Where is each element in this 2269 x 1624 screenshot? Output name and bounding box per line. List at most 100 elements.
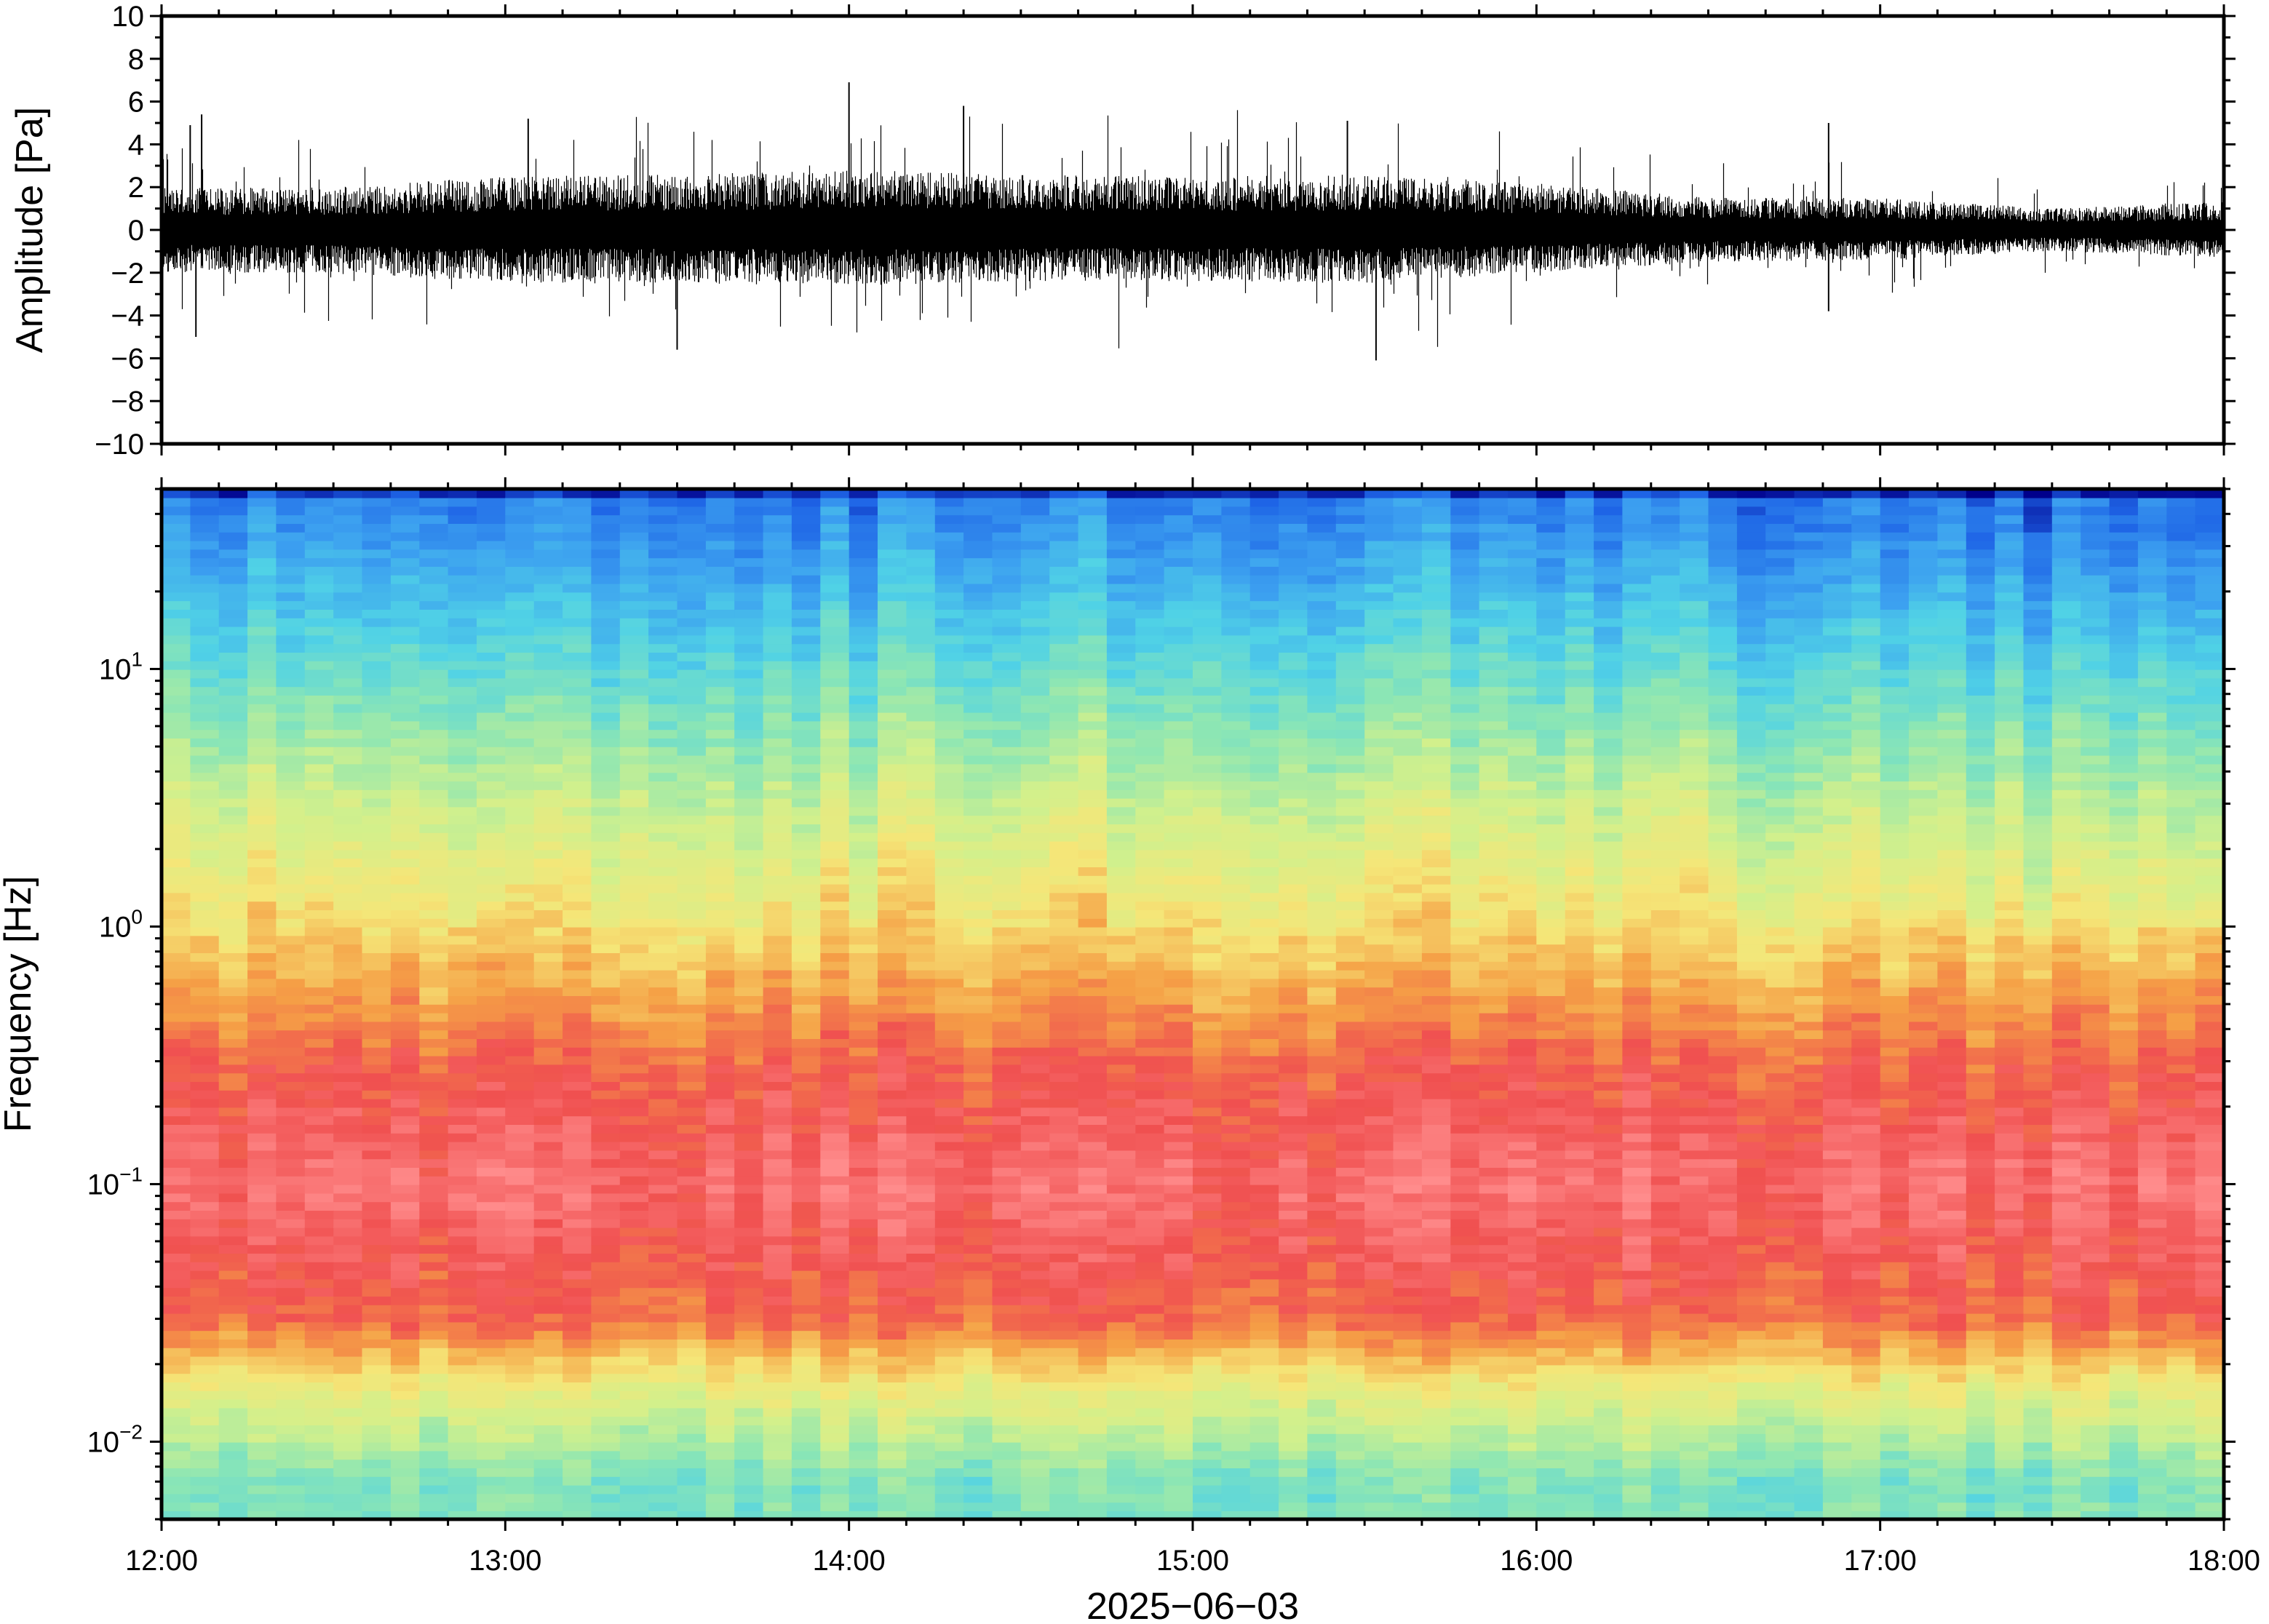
spectrogram-cell (390, 1468, 421, 1477)
spectrogram-cell (591, 1416, 621, 1425)
spectrogram-cell (563, 1030, 592, 1039)
spectrogram-cell (906, 1356, 936, 1366)
spectrogram-cell (648, 1484, 678, 1494)
spectrogram-cell (276, 1278, 306, 1289)
spectrogram-cell (591, 506, 621, 516)
spectrogram-cell (190, 1012, 220, 1022)
spectrogram-cell (1049, 514, 1079, 524)
spectrogram-cell (1221, 729, 1251, 739)
spectrogram-cell (906, 1201, 936, 1211)
spectrogram-cell (190, 549, 220, 559)
spectrogram-cell (333, 824, 363, 833)
spectrogram-cell (304, 1398, 334, 1409)
spectrogram-cell (276, 763, 306, 773)
spectrogram-cell (190, 1081, 220, 1091)
spectrogram-cell (820, 1459, 850, 1468)
spectrogram-cell (705, 935, 736, 945)
spectrogram-cell (533, 1253, 563, 1262)
spectrogram-cell (333, 806, 363, 816)
spectrogram-cell (878, 1339, 907, 1348)
spectrogram-cell (1221, 1459, 1251, 1468)
spectrogram-cell (1020, 600, 1050, 610)
spectrogram-cell (648, 540, 678, 550)
spectrogram-cell (190, 909, 220, 919)
spectrogram-cell (878, 1167, 907, 1177)
spectrogram-cell (304, 806, 334, 816)
spectrogram-cell (763, 824, 792, 833)
spectrogram-cell (1249, 1425, 1279, 1434)
spectrogram-cell (677, 1158, 707, 1168)
spectrogram-cell (878, 1382, 907, 1391)
spectrogram-cell (1135, 875, 1165, 885)
spectrogram-cell (563, 806, 592, 816)
spectrogram-cell (1164, 1407, 1193, 1417)
spectrogram-cell (591, 1235, 621, 1246)
spectrogram-cell (791, 626, 822, 636)
spectrogram-cell (276, 1193, 306, 1203)
spectrogram-cell (533, 1348, 563, 1357)
spectrogram-cell (1078, 918, 1108, 928)
spectrogram-cell (247, 1184, 277, 1194)
spectrogram-cell (705, 686, 736, 696)
spectrogram-cell (1106, 514, 1137, 524)
spectrogram-cell (362, 1382, 392, 1391)
spectrogram-cell (1020, 1441, 1050, 1452)
spectrogram-cell (849, 523, 878, 533)
spectrogram-cell (791, 1356, 822, 1366)
spectrogram-cell (1049, 1459, 1079, 1468)
spectrogram-cell (934, 995, 964, 1005)
spectrogram-cell (591, 987, 621, 996)
spectrogram-cell (390, 738, 421, 747)
spectrogram-cell (934, 592, 964, 602)
spectrogram-cell (1193, 532, 1223, 541)
spectrogram-cell (763, 935, 792, 945)
spectrogram-cell (734, 1348, 764, 1357)
spectrogram-cell (477, 1321, 506, 1332)
spectrogram-cell (619, 1305, 649, 1314)
spectrogram-cell (648, 618, 678, 627)
spectrogram-cell (1249, 1090, 1279, 1099)
spectrogram-cell (705, 1244, 736, 1254)
spectrogram-cell (362, 1476, 392, 1486)
spectrogram-cell (419, 1364, 449, 1374)
spectrogram-cell (963, 514, 993, 524)
spectrogram-cell (1106, 806, 1137, 816)
spectrogram-cell (963, 661, 993, 670)
spectrogram-cell (362, 918, 392, 928)
spectrogram-cell (162, 952, 191, 962)
spectrogram-cell (1279, 1433, 1308, 1443)
spectrogram-cell (362, 643, 392, 653)
spectrogram-cell (763, 1510, 792, 1519)
spectrogram-cell (390, 944, 421, 953)
spectrogram-cell (1106, 1219, 1137, 1228)
spectrogram-cell (477, 1193, 506, 1203)
spectrogram-cell (791, 781, 822, 790)
spectrogram-cell (849, 1398, 878, 1409)
spectrogram-cell (677, 634, 707, 645)
spectrogram-cell (304, 1510, 334, 1519)
spectrogram-cell (304, 1313, 334, 1323)
spectrogram-cell (247, 566, 277, 576)
spectrogram-cell (390, 712, 421, 722)
spectrogram-cell (162, 969, 191, 979)
spectrogram-cell (705, 1210, 736, 1219)
spectrogram-cell (1249, 1047, 1279, 1056)
spectrogram-cell (677, 1441, 707, 1452)
spectrogram-cell (276, 1321, 306, 1332)
spectrogram-cell (162, 600, 191, 610)
spectrogram-cell (1279, 1141, 1308, 1151)
spectrogram-cell (505, 652, 535, 661)
spectrogram-cell (419, 1382, 449, 1391)
spectrogram-cell (1106, 995, 1137, 1005)
spectrogram-cell (1020, 926, 1050, 936)
spectrogram-cell (563, 995, 592, 1005)
spectrogram-cell (1279, 961, 1308, 971)
spectrogram-cell (533, 926, 563, 936)
spectrogram-cell (1049, 609, 1079, 618)
spectrogram-cell (591, 1382, 621, 1391)
spectrogram-cell (1049, 1305, 1079, 1314)
spectrogram-cell (992, 1296, 1022, 1305)
spectrogram-cell (705, 532, 736, 541)
spectrogram-cell (247, 961, 277, 971)
spectrogram-cell (906, 686, 936, 696)
